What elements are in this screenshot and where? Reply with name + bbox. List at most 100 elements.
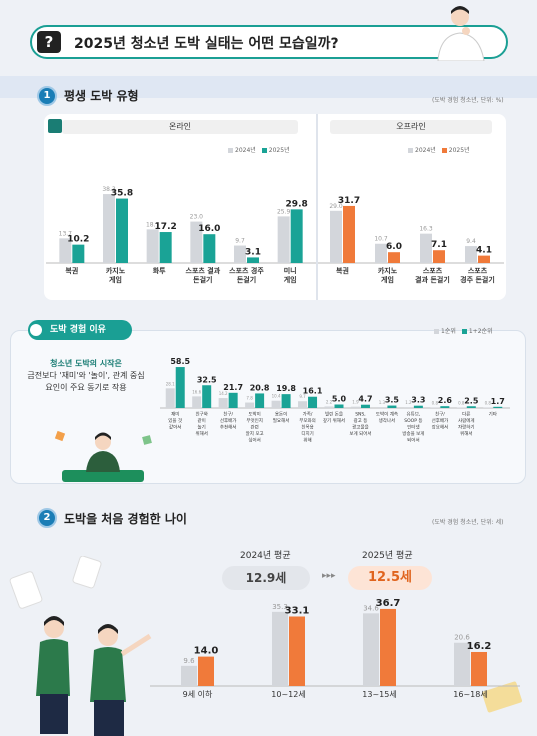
- students-illustration: [36, 616, 152, 736]
- bar-2025년: [116, 198, 128, 263]
- data-label: 7.8: [246, 396, 253, 401]
- category-label: 16~18세: [453, 690, 487, 699]
- category-label: 13~15세: [362, 690, 396, 699]
- bar-2024년: [420, 233, 432, 263]
- section2-source: (도박 경험 청소년, 단위: 세): [432, 519, 504, 526]
- data-label: 16.3: [419, 226, 433, 233]
- category-label: 다른: [462, 411, 470, 418]
- category-label: 10~12세: [271, 690, 305, 699]
- category-label: 기타: [489, 411, 498, 418]
- bar-2025년: [159, 232, 172, 263]
- card-decoration: [9, 556, 102, 609]
- data-label: 20.6: [454, 634, 470, 642]
- bar-2024년: [181, 665, 197, 686]
- page-title: 2025년 청소년 도박 실태는 어떤 모습일까?: [74, 36, 339, 52]
- data-label: 19.8: [276, 384, 296, 393]
- category-label: 게임: [381, 275, 394, 284]
- data-label: 0.8: [432, 400, 439, 405]
- category-label: 되어서: [407, 437, 419, 444]
- thinking-person-illustration: [437, 6, 485, 61]
- category-label: 친구와: [195, 411, 207, 418]
- data-label: 1.9: [352, 400, 359, 405]
- category-label: 결과 돈걸기: [415, 275, 450, 284]
- bar-2025년: [72, 244, 85, 263]
- category-label: 카지노: [378, 266, 398, 275]
- category-label: 위해서: [460, 430, 472, 437]
- bar-1+2순위: [413, 405, 423, 408]
- data-label: 4.1: [476, 246, 492, 256]
- bar-1순위: [377, 407, 387, 408]
- data-label: 9.6: [183, 657, 195, 665]
- data-label: 2.6: [438, 396, 453, 405]
- category-label: 돈걸기: [237, 275, 256, 284]
- data-label: 6.0: [386, 242, 402, 252]
- section1-source: (도박 경험 청소년, 단위: %): [432, 97, 504, 104]
- data-label: 3.5: [385, 396, 400, 405]
- avg2025-value: 12.5세: [348, 566, 432, 590]
- bar-1+2순위: [281, 394, 291, 408]
- category-label: 9세 이하: [183, 689, 213, 699]
- category-label: 위해: [303, 437, 311, 444]
- data-label: 36.7: [376, 598, 401, 609]
- data-label: 16.6: [192, 389, 201, 394]
- bar-2024년: [363, 613, 379, 686]
- category-label: 도박이 계속: [376, 411, 398, 418]
- data-label: 3.3: [411, 396, 425, 405]
- bar-2024년: [146, 229, 159, 263]
- category-label: 같이: [198, 417, 206, 424]
- data-label: 5.0: [332, 395, 347, 404]
- data-label: 29.0: [329, 203, 343, 210]
- category-label: SNS,: [355, 412, 366, 418]
- category-label: 사람에게: [458, 417, 475, 424]
- category-label: 가족/: [303, 411, 313, 418]
- avg2024-value: 12.9세: [222, 566, 310, 590]
- card-divider: [316, 114, 318, 300]
- offline-header: 오프라인: [330, 120, 492, 134]
- data-label: 58.5: [170, 357, 190, 366]
- category-label: 경주 돈걸기: [460, 275, 495, 284]
- category-label: 싶어서: [248, 437, 260, 444]
- data-label: 14.0: [194, 646, 219, 657]
- category-label: 스포츠: [423, 266, 443, 275]
- data-label: 32.5: [197, 375, 217, 384]
- bar-1+2순위: [466, 406, 476, 408]
- category-label: 스포츠: [468, 266, 488, 275]
- section2-number: 2: [37, 508, 57, 528]
- data-label: 10.2: [67, 235, 89, 245]
- category-label: 돈걸기: [193, 275, 212, 284]
- category-label: 선후배가: [220, 417, 237, 424]
- data-label: 25.9: [277, 208, 291, 215]
- bar-1순위: [298, 401, 308, 408]
- category-label: 게임: [284, 275, 297, 284]
- category-label: 스포츠 결과: [186, 266, 221, 275]
- offline-legend: 2024년 2025년: [402, 145, 470, 154]
- category-label: 놀기: [198, 424, 206, 431]
- bar-2025년: [203, 234, 216, 263]
- category-label: 친목용: [301, 424, 313, 431]
- bar-2025년: [198, 656, 214, 686]
- data-label: 9.7: [299, 394, 306, 399]
- bar-1순위: [430, 407, 440, 408]
- data-label: 0.8: [458, 400, 465, 405]
- category-label: 미니: [284, 266, 297, 275]
- data-label: 16.0: [198, 224, 220, 234]
- section1-band: [0, 76, 537, 98]
- category-label: 보게 되어서: [349, 430, 371, 437]
- bar-1순위: [192, 396, 202, 408]
- bar-2024년: [465, 246, 477, 263]
- category-label: 알지 모고: [246, 430, 264, 437]
- data-label: 31.7: [338, 196, 360, 206]
- data-label: 21.7: [223, 383, 243, 392]
- data-label: 29.8: [286, 199, 308, 209]
- bar-1순위: [245, 402, 255, 408]
- data-label: 1.2: [405, 400, 412, 405]
- category-label: 용돈이: [275, 411, 287, 418]
- bar-1순위: [271, 400, 281, 408]
- bar-1+2순위: [202, 385, 212, 408]
- category-label: 갚기 위해서: [323, 417, 345, 424]
- bar-2025년: [478, 255, 490, 263]
- data-label: 38.3: [102, 186, 116, 193]
- data-label: 35.3: [272, 603, 288, 611]
